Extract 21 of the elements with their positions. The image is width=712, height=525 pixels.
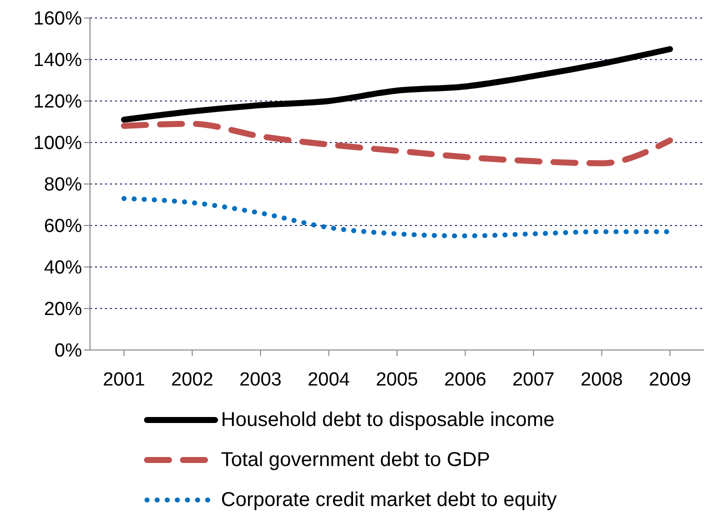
y-tick-label: 120% [33, 92, 82, 113]
y-tick-label: 40% [44, 258, 82, 279]
legend-label: Household debt to disposable income [221, 408, 555, 432]
y-tick-label: 160% [33, 8, 82, 30]
y-tick-label: 20% [44, 299, 82, 320]
x-tick-label: 2002 [171, 369, 214, 390]
x-tick-label: 2006 [444, 369, 486, 390]
x-tick-label: 2007 [512, 369, 555, 390]
x-tick-label: 2005 [376, 369, 418, 390]
y-tick-label: 60% [44, 216, 82, 238]
y-tick-label: 0% [54, 340, 82, 362]
x-tick-label: 2004 [308, 369, 350, 390]
x-tick-label: 2003 [239, 369, 282, 390]
x-tick-label: 2001 [102, 369, 146, 390]
y-tick-label: 140% [33, 50, 82, 72]
legend-label: Corporate credit market debt to equity [221, 488, 557, 512]
y-tick-label: 80% [44, 174, 82, 196]
legend-label: Total government debt to GDP [221, 448, 490, 472]
x-tick-label: 2009 [648, 369, 692, 390]
x-tick-label: 2008 [580, 369, 623, 390]
y-tick-label: 100% [33, 133, 82, 154]
